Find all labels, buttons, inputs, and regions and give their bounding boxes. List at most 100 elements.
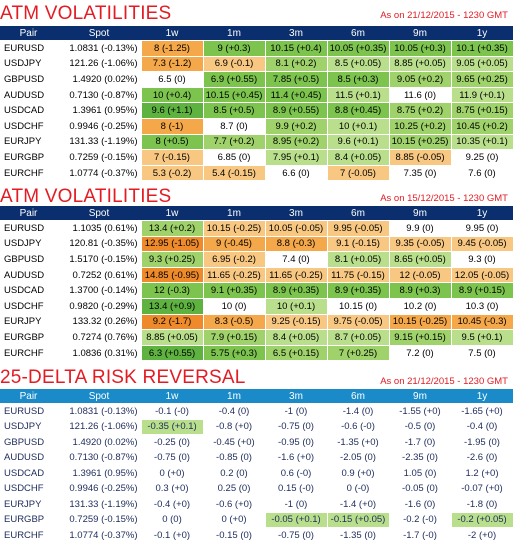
- table-row: EURUSD 1.0831 (-0.13%) -0.1 (-0) -0.4 (0) -1…: [0, 403, 513, 419]
- pair-cell: AUDUSD: [0, 449, 58, 466]
- value-cell-3m: 7.4 (0): [265, 251, 328, 268]
- value-cell-1y: 10.45 (+0.2): [451, 117, 513, 135]
- table-row: USDCHF 0.9946 (-0.25%) 0.3 (+0) 0.25 (0) 0.1…: [0, 480, 513, 497]
- pair-cell: AUDUSD: [0, 266, 58, 283]
- spot-cell: 0.9820 (-0.29%): [57, 297, 142, 315]
- value-cell-1w: 0 (0): [141, 511, 204, 528]
- value-cell-9m: 8.85 (-0.05): [389, 149, 452, 166]
- pair-cell: GBPUSD: [0, 251, 58, 268]
- pair-cell: USDCHF: [0, 480, 58, 497]
- value-cell-9m: 9.15 (+0.15): [389, 329, 452, 346]
- value-cell-1m: -0.8 (+0): [203, 418, 266, 435]
- value-cell-1w: 6.3 (+0.55): [141, 344, 204, 361]
- value-cell-6m: -2.05 (0): [327, 449, 390, 466]
- value-cell-1y: -1.65 (+0): [451, 403, 513, 419]
- value-cell-1y: -1.8 (0): [451, 496, 513, 512]
- value-cell-9m: 9.05 (+0.2): [389, 71, 452, 88]
- value-cell-3m: 6.6 (0): [265, 164, 328, 181]
- table-row: EURJPY 131.33 (-1.19%) -0.4 (+0) -0.6 (+0) -…: [0, 496, 513, 512]
- as-of-date: As on 21/12/2015 - 1230 GMT: [380, 376, 508, 387]
- value-cell-9m: 7.35 (0): [389, 164, 452, 181]
- spot-cell: 0.7130 (-0.87%): [57, 449, 142, 466]
- value-cell-1w: 9.2 (-1.7): [141, 313, 204, 330]
- value-cell-3m: 0.15 (-0): [265, 480, 328, 497]
- value-cell-1w: 12.95 (-1.05): [141, 235, 204, 252]
- value-cell-1m: -0.6 (+0): [203, 496, 266, 512]
- table-row: USDJPY 121.26 (-1.06%) 7.3 (-1.2) 6.9 (-0.1…: [0, 55, 513, 72]
- value-cell-3m: 8.9 (+0.35): [265, 282, 328, 299]
- col-header-6m: 6m: [327, 26, 389, 41]
- table-row: USDCAD 1.3961 (0.95%) 0 (+0) 0.2 (0) 0.6 (-0…: [0, 465, 513, 481]
- value-cell-3m: 7.95 (+0.1): [265, 149, 328, 166]
- value-cell-1w: 7.3 (-1.2): [141, 55, 204, 72]
- value-cell-1m: -0.85 (0): [203, 449, 266, 466]
- table-row: EURGBP 0.7259 (-0.15%) 7 (-0.15) 6.85 (0) 7.…: [0, 149, 513, 166]
- value-cell-6m: 9.1 (-0.15): [327, 235, 390, 252]
- value-cell-1y: 1.2 (+0): [451, 465, 513, 481]
- value-cell-1m: 5.4 (-0.15): [203, 164, 266, 181]
- value-cell-9m: 10.15 (+0.25): [389, 133, 452, 150]
- spot-cell: 131.33 (-1.19%): [57, 133, 142, 150]
- value-cell-1w: -0.1 (+0): [141, 527, 204, 543]
- value-cell-3m: -0.05 (+0.1): [265, 511, 328, 528]
- value-cell-1w: 9.3 (+0.25): [141, 251, 204, 268]
- value-cell-3m: 0.6 (-0): [265, 465, 328, 481]
- value-cell-1w: 0 (+0): [141, 465, 204, 481]
- value-cell-9m: 10.2 (0): [389, 297, 452, 315]
- spot-cell: 0.7259 (-0.15%): [57, 149, 142, 166]
- value-cell-9m: 12 (-0.05): [389, 266, 452, 283]
- value-cell-1m: -0.45 (+0): [203, 434, 266, 450]
- table-row: USDJPY 121.26 (-1.06%) -0.35 (+0.1) -0.8 (+…: [0, 418, 513, 435]
- value-cell-6m: -1.35 (+0): [327, 434, 390, 450]
- value-cell-1m: 5.75 (+0.3): [203, 344, 266, 361]
- pair-cell: USDCHF: [0, 297, 58, 315]
- col-header-1m: 1m: [203, 26, 265, 41]
- value-cell-1y: 10.3 (0): [451, 297, 513, 315]
- table-row: EURCHF 1.0836 (0.31%) 6.3 (+0.55) 5.75 (+0.…: [0, 344, 513, 361]
- value-cell-1y: 10.45 (-0.3): [451, 313, 513, 330]
- table-row: GBPUSD 1.4920 (0.02%) -0.25 (0) -0.45 (+0) -…: [0, 434, 513, 450]
- value-cell-1y: -0.07 (+0): [451, 480, 513, 497]
- table-row: USDJPY 120.81 (-0.35%) 12.95 (-1.05) 9 (-0.…: [0, 235, 513, 252]
- pair-cell: USDCAD: [0, 465, 58, 481]
- value-cell-6m: 7 (+0.25): [327, 344, 390, 361]
- value-cell-3m: 8.95 (+0.2): [265, 133, 328, 150]
- table-row: AUDUSD 0.7130 (-0.87%) 10 (+0.4) 10.15 (+0.…: [0, 86, 513, 103]
- value-cell-9m: 8.9 (+0.3): [389, 282, 452, 299]
- as-of-date: As on 21/12/2015 - 1230 GMT: [380, 10, 508, 21]
- value-cell-1w: 0.3 (+0): [141, 480, 204, 497]
- value-cell-1m: 7.7 (+0.2): [203, 133, 266, 150]
- value-cell-1w: -0.25 (0): [141, 434, 204, 450]
- pair-cell: USDCHF: [0, 117, 58, 135]
- value-cell-1y: -1.95 (0): [451, 434, 513, 450]
- spot-cell: 1.1035 (0.61%): [57, 220, 142, 237]
- value-cell-1m: 0 (+0): [203, 511, 266, 528]
- value-cell-1y: 10.1 (+0.35): [451, 40, 513, 57]
- value-cell-9m: 9.35 (-0.05): [389, 235, 452, 252]
- value-cell-9m: 10.25 (+0.2): [389, 117, 452, 135]
- value-cell-1y: 8.75 (+0.15): [451, 102, 513, 119]
- spot-cell: 121.26 (-1.06%): [57, 418, 142, 435]
- value-cell-9m: -1.55 (+0): [389, 403, 452, 419]
- value-cell-9m: -1.7 (-0): [389, 527, 452, 543]
- col-header-6m: 6m: [327, 206, 389, 221]
- value-cell-6m: 11.5 (+0.1): [327, 86, 390, 103]
- col-header-1y: 1y: [451, 389, 513, 404]
- value-cell-9m: 1.05 (0): [389, 465, 452, 481]
- value-cell-1y: 9.25 (0): [451, 149, 513, 166]
- value-cell-3m: 6.5 (+0.15): [265, 344, 328, 361]
- value-cell-6m: -0.6 (-0): [327, 418, 390, 435]
- value-cell-9m: -1.6 (0): [389, 496, 452, 512]
- value-cell-3m: 8.8 (-0.3): [265, 235, 328, 252]
- table-row: EURCHF 1.0774 (-0.37%) -0.1 (+0) -0.15 (0) -…: [0, 527, 513, 543]
- pair-cell: USDJPY: [0, 55, 58, 72]
- value-cell-6m: 9.95 (-0.05): [327, 220, 390, 237]
- value-cell-3m: 8.1 (+0.2): [265, 55, 328, 72]
- value-cell-1y: 9.65 (+0.25): [451, 71, 513, 88]
- pair-cell: EURCHF: [0, 344, 58, 361]
- value-cell-1m: 0.2 (0): [203, 465, 266, 481]
- value-cell-1y: 10.35 (+0.1): [451, 133, 513, 150]
- col-header-pair: Pair: [0, 206, 57, 221]
- table-row: EURGBP 0.7274 (0.76%) 8.85 (+0.05) 7.9 (+0.…: [0, 329, 513, 346]
- value-cell-1y: 9.95 (0): [451, 220, 513, 237]
